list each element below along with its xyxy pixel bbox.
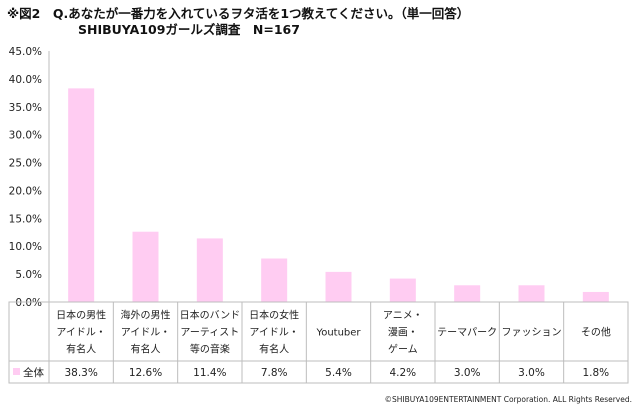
y-tick-label: 10.0% [9, 241, 42, 253]
y-tick-label: 30.0% [9, 130, 42, 142]
category-label: 海外の男性アイドル・有名人 [121, 309, 171, 356]
value-label: 7.8% [261, 367, 288, 379]
series-name: 全体 [23, 366, 44, 379]
y-tick-label: 20.0% [9, 185, 42, 197]
legend-key [13, 368, 20, 375]
category-label: 日本の男性アイドル・有名人 [56, 309, 106, 356]
chart-bars [68, 88, 609, 302]
value-label: 38.3% [64, 367, 97, 379]
chart-title: ※図2 Q.あなたが一番力を入れているヲタ活を1つ教えてください。（単一回答） [7, 6, 470, 21]
value-label: 3.0% [518, 367, 545, 379]
y-tick-label: 5.0% [15, 269, 42, 281]
data-table: 日本の男性アイドル・有名人海外の男性アイドル・有名人日本のバンドアーティスト等の… [8, 301, 629, 384]
category-label: ファッション [502, 328, 562, 339]
value-label: 1.8% [582, 367, 609, 379]
value-label: 5.4% [325, 367, 352, 379]
value-label: 3.0% [454, 367, 481, 379]
copyright-notice: ©SHIBUYA109ENTERTAINMENT Corporation. AL… [384, 395, 632, 404]
bar [196, 238, 223, 302]
value-label: 11.4% [193, 367, 226, 379]
chart-subtitle: SHIBUYA109ガールズ調査 N=167 [78, 22, 300, 37]
y-tick-label: 15.0% [9, 213, 42, 225]
category-label: 日本の女性アイドル・有名人 [249, 309, 299, 356]
y-tick-label: 35.0% [9, 102, 42, 114]
bar [325, 271, 352, 302]
value-label: 12.6% [129, 367, 162, 379]
value-label: 4.2% [389, 367, 416, 379]
bar [582, 291, 609, 302]
y-tick-label: 45.0% [9, 46, 42, 58]
bar [261, 258, 288, 302]
bar [132, 231, 159, 302]
bar [518, 285, 545, 302]
category-label: Youtuber [315, 328, 361, 339]
bar [389, 278, 416, 302]
bar [454, 285, 481, 302]
y-tick-label: 40.0% [9, 74, 42, 86]
category-label: 日本のバンドアーティスト等の音楽 [180, 309, 241, 356]
y-tick-label: 25.0% [9, 158, 42, 170]
y-axis-ticks: 0.0% 5.0% 10.0% 15.0% 20.0% 25.0% 30.0% 35.0% 40… [9, 46, 42, 309]
bar [68, 88, 95, 302]
y-tick-label: 0.0% [15, 297, 42, 309]
category-label: テーマパーク [437, 327, 497, 339]
category-label: アニメ・漫画・ゲーム [383, 311, 423, 356]
category-label: その他 [581, 326, 611, 339]
